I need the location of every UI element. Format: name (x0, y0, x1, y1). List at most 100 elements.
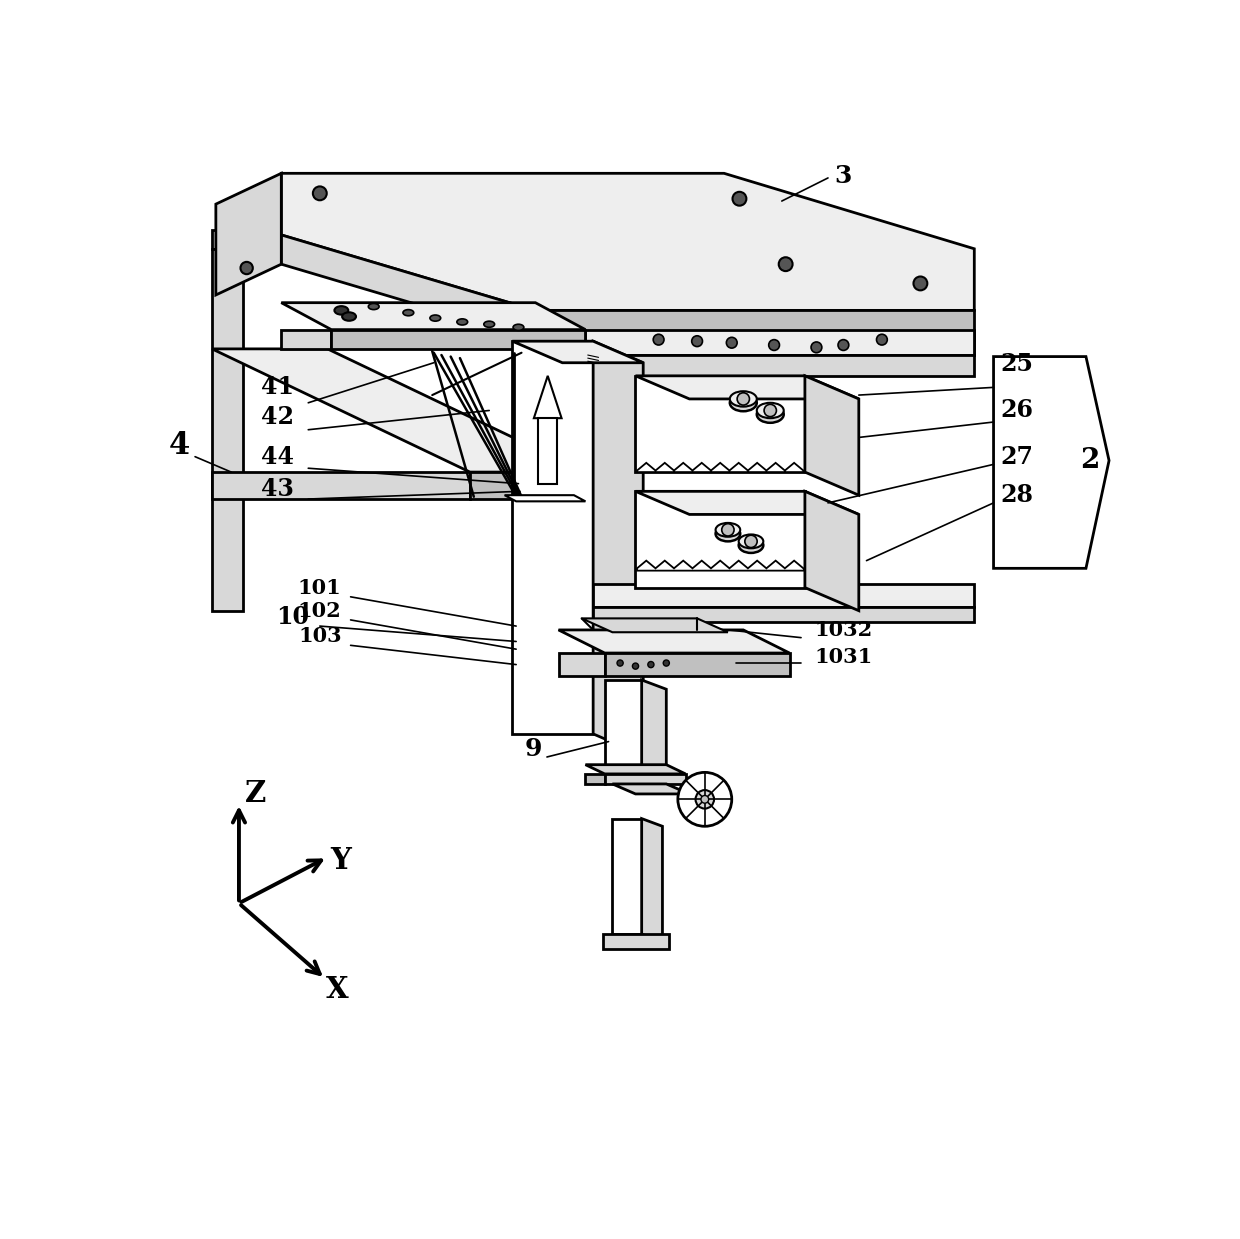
Ellipse shape (756, 406, 784, 422)
Circle shape (678, 772, 732, 826)
Circle shape (779, 258, 792, 271)
Polygon shape (534, 375, 562, 419)
Text: 28: 28 (1001, 483, 1033, 507)
Ellipse shape (739, 534, 764, 549)
Ellipse shape (430, 315, 440, 321)
Circle shape (722, 524, 734, 536)
Ellipse shape (484, 321, 495, 327)
Polygon shape (212, 472, 470, 499)
Polygon shape (558, 653, 605, 676)
Ellipse shape (335, 306, 348, 315)
Polygon shape (651, 333, 975, 356)
Circle shape (696, 790, 714, 809)
Ellipse shape (756, 403, 784, 419)
Circle shape (312, 186, 326, 201)
Ellipse shape (739, 538, 764, 553)
Circle shape (692, 336, 703, 347)
Text: 101: 101 (298, 577, 342, 597)
Text: X: X (326, 975, 348, 1004)
Polygon shape (593, 341, 644, 756)
Circle shape (653, 335, 663, 344)
Polygon shape (585, 764, 686, 774)
Polygon shape (558, 629, 790, 653)
Text: 2: 2 (1080, 447, 1100, 475)
Polygon shape (605, 653, 790, 676)
Polygon shape (605, 680, 641, 764)
Polygon shape (505, 496, 585, 502)
Polygon shape (637, 560, 805, 571)
Polygon shape (281, 330, 331, 349)
Polygon shape (641, 680, 666, 774)
Polygon shape (212, 249, 243, 611)
Text: 3: 3 (835, 164, 852, 187)
Text: 25: 25 (1001, 352, 1033, 377)
Text: 1031: 1031 (815, 647, 873, 667)
Text: 42: 42 (260, 405, 294, 429)
Polygon shape (805, 492, 859, 611)
Text: 26: 26 (1001, 399, 1033, 422)
Text: 41: 41 (260, 375, 294, 399)
Circle shape (733, 192, 746, 206)
Polygon shape (582, 618, 728, 632)
Ellipse shape (342, 312, 356, 321)
Polygon shape (281, 235, 536, 339)
Polygon shape (635, 375, 805, 472)
Text: 27: 27 (1001, 445, 1033, 468)
Polygon shape (512, 341, 644, 363)
Polygon shape (641, 819, 662, 942)
Text: 4: 4 (169, 430, 190, 461)
Polygon shape (212, 349, 585, 472)
Text: Y: Y (330, 846, 351, 876)
Polygon shape (593, 584, 975, 607)
Circle shape (914, 276, 928, 290)
Circle shape (877, 335, 888, 344)
Polygon shape (603, 934, 668, 949)
Ellipse shape (403, 310, 414, 316)
Text: 1032: 1032 (815, 620, 873, 639)
Circle shape (811, 342, 822, 353)
Polygon shape (635, 492, 859, 514)
Polygon shape (212, 229, 327, 249)
Polygon shape (585, 356, 975, 375)
Circle shape (618, 660, 624, 667)
Polygon shape (585, 774, 605, 784)
Circle shape (701, 795, 708, 803)
Circle shape (838, 339, 849, 351)
Ellipse shape (368, 304, 379, 310)
Polygon shape (613, 784, 689, 794)
Polygon shape (585, 330, 975, 356)
Polygon shape (281, 173, 975, 311)
Text: 10: 10 (277, 605, 309, 629)
Polygon shape (637, 463, 805, 472)
Circle shape (632, 663, 639, 669)
Polygon shape (331, 330, 585, 349)
Polygon shape (281, 302, 585, 330)
Ellipse shape (730, 394, 756, 411)
Text: 44: 44 (260, 445, 294, 468)
Text: 102: 102 (298, 601, 342, 621)
Circle shape (764, 404, 776, 416)
Circle shape (727, 337, 737, 348)
Text: 9: 9 (525, 737, 543, 761)
Polygon shape (536, 311, 975, 339)
Text: 43: 43 (260, 477, 294, 501)
Polygon shape (635, 492, 805, 587)
Polygon shape (805, 375, 859, 496)
Circle shape (647, 662, 653, 668)
Text: 103: 103 (298, 626, 341, 646)
Polygon shape (470, 472, 585, 499)
Polygon shape (635, 375, 859, 399)
Circle shape (241, 261, 253, 274)
Circle shape (737, 393, 749, 405)
Ellipse shape (513, 325, 523, 331)
Polygon shape (605, 774, 686, 784)
Circle shape (745, 535, 758, 548)
Polygon shape (216, 173, 281, 295)
Ellipse shape (715, 523, 740, 536)
Circle shape (769, 339, 780, 351)
Polygon shape (512, 341, 593, 733)
Circle shape (663, 660, 670, 667)
Ellipse shape (715, 527, 740, 541)
Ellipse shape (456, 318, 467, 325)
Polygon shape (593, 607, 975, 622)
